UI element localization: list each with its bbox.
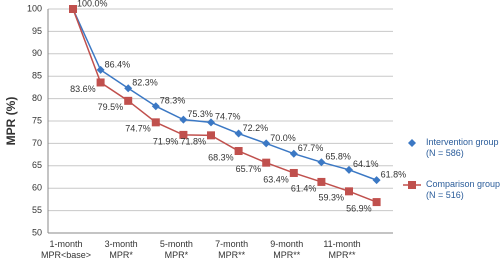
point <box>207 131 215 140</box>
point <box>262 139 271 148</box>
data-label: 74.7% <box>125 124 151 134</box>
y-tick-label: 55 <box>32 205 42 215</box>
legend-marker <box>408 139 416 147</box>
point <box>151 102 160 111</box>
y-tick-label: 70 <box>32 138 42 148</box>
point <box>151 118 160 127</box>
data-label: 71.8% <box>180 137 206 147</box>
data-label: 79.5% <box>98 102 124 112</box>
series-line <box>72 8 377 203</box>
y-tick-label: 80 <box>32 93 42 103</box>
data-label: 71.9% <box>153 136 179 146</box>
point <box>372 198 381 207</box>
data-label: 86.4% <box>105 59 131 69</box>
x-tick-label: 3-month MPR* <box>104 239 138 260</box>
legend-label: Intervention group (N = 586) <box>426 137 499 158</box>
y-tick-label: 85 <box>32 71 42 81</box>
data-label: 67.7% <box>298 143 324 153</box>
legend-marker <box>408 181 416 189</box>
x-tick-label: 5-month MPR* <box>159 239 193 260</box>
y-tick-label: 65 <box>32 160 42 170</box>
legend-label: Comparison group (N = 516) <box>426 179 500 200</box>
y-tick-label: 95 <box>32 26 42 36</box>
data-label: 65.7% <box>236 164 262 174</box>
point <box>96 65 105 74</box>
point <box>234 147 243 156</box>
data-label: 82.3% <box>132 78 158 88</box>
y-axis-label: MPR (%) <box>4 97 18 146</box>
point <box>207 118 215 127</box>
data-label: 68.3% <box>208 152 234 162</box>
data-label: 100.0% <box>77 0 108 8</box>
point <box>345 187 353 196</box>
data-label: 59.3% <box>318 193 344 203</box>
data-label: 56.9% <box>346 203 372 213</box>
point <box>262 158 271 167</box>
y-tick-label: 60 <box>32 183 42 193</box>
point <box>289 168 298 177</box>
y-tick-label: 100 <box>27 3 42 13</box>
data-label: 61.4% <box>291 183 317 193</box>
point <box>234 129 243 138</box>
x-tick-label: 7-month MPR** <box>215 239 249 260</box>
data-label: 72.2% <box>243 123 269 133</box>
data-label: 83.6% <box>70 84 96 94</box>
y-tick-label: 90 <box>32 48 42 58</box>
series-line <box>72 8 377 181</box>
point <box>179 115 188 124</box>
point <box>179 130 188 139</box>
point <box>289 149 298 158</box>
point <box>317 177 326 186</box>
x-tick-label: 9-month MPR** <box>270 239 304 260</box>
x-tick-label: 1-month MPR<base> <box>40 239 92 260</box>
data-label: 64.1% <box>353 159 379 169</box>
y-tick-label: 50 <box>32 227 42 237</box>
point <box>124 84 133 93</box>
point <box>345 165 353 174</box>
data-label: 74.7% <box>215 112 241 122</box>
data-label: 78.3% <box>160 96 186 106</box>
y-tick-label: 75 <box>32 115 42 125</box>
point <box>69 5 77 13</box>
data-label: 75.3% <box>187 109 213 119</box>
data-label: 61.8% <box>381 170 407 180</box>
x-tick-label: 11-month MPR** <box>323 239 361 260</box>
point <box>317 158 326 167</box>
data-label: 65.8% <box>325 152 351 162</box>
point <box>372 176 381 185</box>
point <box>96 78 105 87</box>
point <box>124 96 133 105</box>
data-label: 70.0% <box>270 133 296 143</box>
data-label: 63.4% <box>263 174 289 184</box>
